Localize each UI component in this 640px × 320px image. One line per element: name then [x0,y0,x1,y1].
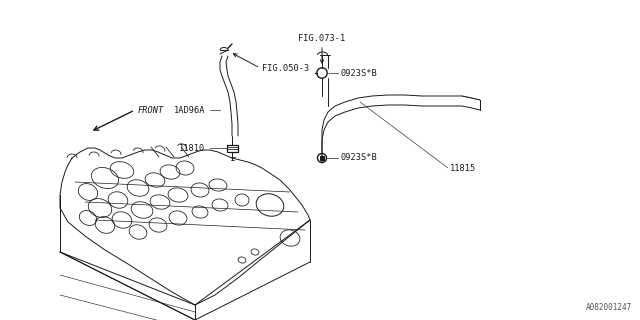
Text: FIG.050-3: FIG.050-3 [262,63,309,73]
Text: 11815: 11815 [450,164,476,172]
Bar [320,156,324,160]
Text: 1AD96A: 1AD96A [173,106,205,115]
Text: 0923S*B: 0923S*B [340,154,377,163]
Text: A082001247: A082001247 [586,303,632,312]
Text: 11810: 11810 [179,143,205,153]
Bar [227,145,237,151]
Text: FIG.073-1: FIG.073-1 [298,34,346,43]
Text: 0923S*B: 0923S*B [340,68,377,77]
Text: FRONT: FRONT [138,106,164,115]
